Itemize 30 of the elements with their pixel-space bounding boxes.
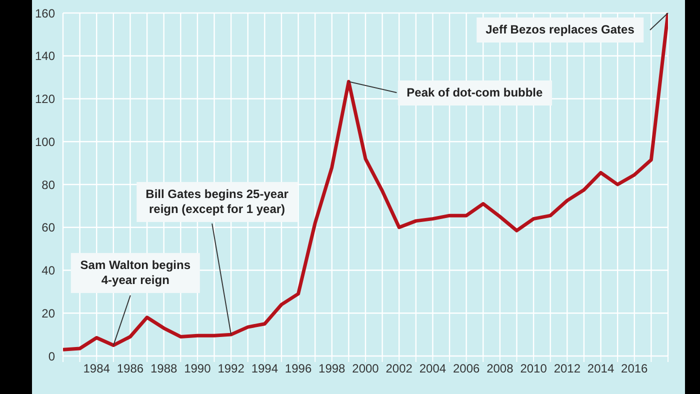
x-tick-label: 2008 xyxy=(486,362,514,376)
x-tick-label: 2004 xyxy=(419,362,446,376)
x-tick-label: 1998 xyxy=(318,362,346,376)
x-tick-label: 1996 xyxy=(284,362,312,376)
annotation: Sam Walton begins 4-year reign xyxy=(80,258,191,288)
x-tick-label: 2006 xyxy=(452,362,480,376)
x-tick-label: 1994 xyxy=(251,362,278,376)
y-tick-label: 160 xyxy=(34,6,56,20)
y-tick-label: 140 xyxy=(34,49,56,64)
annotation: Peak of dot-com bubble xyxy=(406,85,543,100)
y-tick-label: 80 xyxy=(42,178,56,192)
y-tick-label: 20 xyxy=(42,306,56,320)
x-tick-label: 2002 xyxy=(386,362,413,376)
y-tick-label: 120 xyxy=(34,92,56,106)
y-tick-label: 60 xyxy=(42,220,56,235)
y-tick-label: 0 xyxy=(48,349,56,364)
x-tick-label: 1992 xyxy=(218,362,245,376)
y-tick-label: 100 xyxy=(34,134,56,149)
x-tick-label: 2012 xyxy=(554,362,581,376)
x-tick-label: 1984 xyxy=(83,362,110,376)
annotation: Bill Gates begins 25-year reign (except for 1 year) xyxy=(146,186,288,217)
x-tick-label: 1986 xyxy=(116,362,144,376)
x-tick-label: 1990 xyxy=(184,362,212,376)
x-tick-label: 1988 xyxy=(150,362,178,376)
y-tick-label: 40 xyxy=(42,264,56,278)
x-tick-label: 2010 xyxy=(520,362,548,376)
x-tick-label: 2016 xyxy=(621,362,648,376)
x-tick-label: 2000 xyxy=(352,362,380,376)
annotation: Jeff Bezos replaces Gates xyxy=(486,22,634,38)
x-tick-label: 2014 xyxy=(587,362,614,376)
